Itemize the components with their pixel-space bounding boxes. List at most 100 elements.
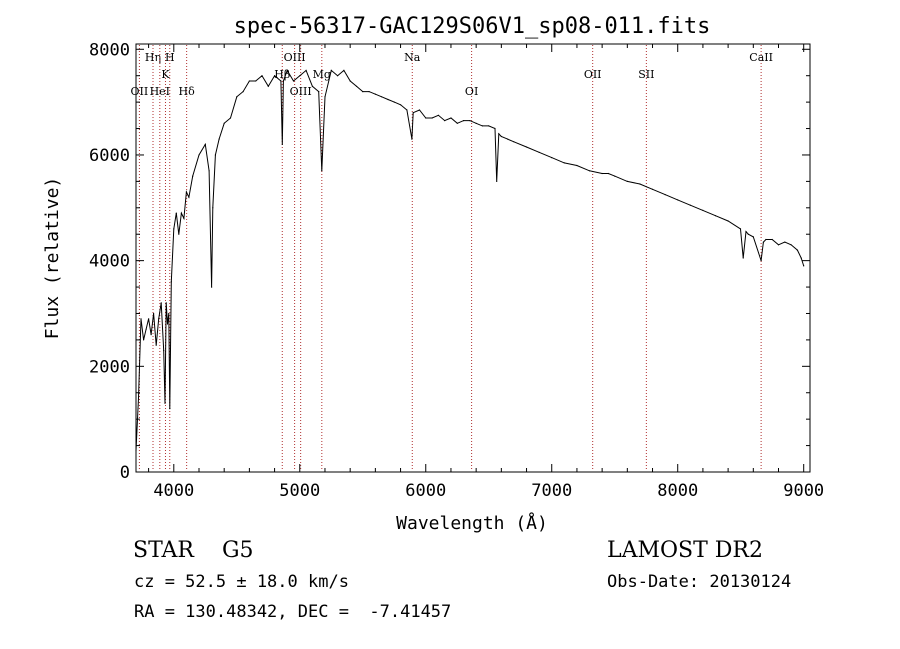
object-class-label: STAR G5	[133, 538, 254, 563]
line-marker-label: OIII	[284, 51, 306, 64]
data-point	[752, 236, 754, 238]
data-point	[437, 114, 439, 116]
data-point	[739, 228, 742, 230]
data-point	[362, 91, 364, 93]
data-point	[178, 233, 180, 235]
data-point	[305, 69, 307, 71]
data-point	[330, 69, 332, 71]
data-point	[450, 117, 452, 119]
line-marker-label: Hη	[145, 51, 161, 64]
data-point	[677, 199, 679, 201]
data-point	[255, 80, 257, 82]
data-point	[639, 183, 641, 185]
data-point	[180, 212, 182, 214]
data-point	[299, 75, 301, 77]
obs-date-label: Obs-Date: 20130124	[607, 572, 792, 592]
data-point	[349, 80, 351, 82]
data-point	[236, 96, 238, 98]
data-point	[760, 260, 762, 262]
data-point	[311, 85, 313, 87]
data-point	[393, 101, 395, 103]
data-point	[368, 91, 370, 93]
data-point	[282, 80, 284, 82]
data-point	[498, 133, 500, 135]
line-marker-label: SII	[638, 68, 654, 81]
data-point	[173, 228, 175, 230]
data-point	[576, 164, 578, 167]
data-point	[198, 154, 200, 156]
data-point	[551, 157, 553, 159]
data-point	[494, 127, 496, 130]
data-point	[343, 69, 345, 71]
line-marker-label: Mg	[313, 68, 331, 81]
line-marker-label: CaII	[749, 51, 773, 64]
data-point	[614, 175, 616, 177]
data-point	[211, 286, 213, 288]
data-point	[469, 120, 471, 122]
data-point	[163, 349, 165, 352]
line-marker-label: HeI	[150, 85, 170, 98]
data-point	[626, 180, 628, 182]
data-point	[525, 146, 528, 148]
data-point	[714, 215, 717, 217]
y-tick-label: 6000	[89, 146, 130, 166]
data-point	[192, 175, 194, 177]
data-point	[563, 162, 565, 164]
data-point	[170, 281, 172, 283]
x-tick-label: 8000	[657, 481, 698, 501]
data-point	[280, 80, 282, 82]
data-point	[188, 196, 190, 198]
data-point	[160, 302, 162, 304]
data-point	[444, 120, 446, 122]
data-point	[762, 241, 765, 243]
data-point	[274, 75, 276, 77]
data-point	[588, 170, 591, 172]
data-point	[140, 318, 142, 320]
data-point	[513, 141, 515, 143]
coordinates-label: RA = 130.48342, DEC = -7.41457	[134, 602, 452, 622]
redshift-label: cz = 52.5 ± 18.0 km/s	[134, 572, 349, 592]
data-point	[318, 91, 320, 93]
line-marker-label: K	[161, 68, 170, 81]
data-point	[137, 397, 140, 399]
data-point	[742, 257, 744, 259]
data-point	[145, 328, 147, 330]
y-tick-label: 0	[120, 463, 130, 483]
y-axis: 0 2000 4000 6000 8000	[89, 40, 810, 483]
data-point	[689, 204, 691, 206]
data-point	[242, 91, 244, 93]
data-point	[143, 339, 145, 341]
data-point	[601, 172, 603, 175]
data-point	[411, 138, 413, 140]
y-tick-label: 2000	[89, 357, 130, 377]
data-point	[381, 96, 383, 98]
data-point	[538, 151, 540, 153]
data-point	[261, 75, 263, 77]
data-point	[267, 85, 269, 87]
data-point	[765, 238, 767, 241]
data-point	[212, 207, 214, 209]
data-point	[418, 109, 421, 111]
data-point	[456, 122, 458, 124]
line-marker-label: H	[165, 51, 175, 64]
data-point	[406, 109, 408, 111]
data-point	[169, 408, 171, 410]
data-point	[500, 135, 502, 138]
line-marker-label: OIII	[290, 85, 312, 98]
data-point	[208, 170, 210, 172]
line-marker-label: Na	[404, 51, 421, 64]
line-marker-label: Hδ	[179, 85, 196, 98]
data-point	[166, 323, 169, 325]
data-point	[185, 191, 187, 193]
x-tick-label: 6000	[405, 481, 446, 501]
data-point	[148, 318, 150, 320]
x-tick-label: 4000	[153, 481, 194, 501]
chart-title: spec-56317-GAC129S06V1_sp08-011.fits	[234, 14, 711, 39]
data-point	[664, 194, 666, 196]
data-point	[475, 122, 477, 124]
survey-label: LAMOST DR2	[607, 538, 763, 563]
data-point	[507, 138, 509, 140]
data-point	[153, 312, 155, 315]
data-point	[745, 231, 747, 233]
data-point	[150, 334, 152, 336]
